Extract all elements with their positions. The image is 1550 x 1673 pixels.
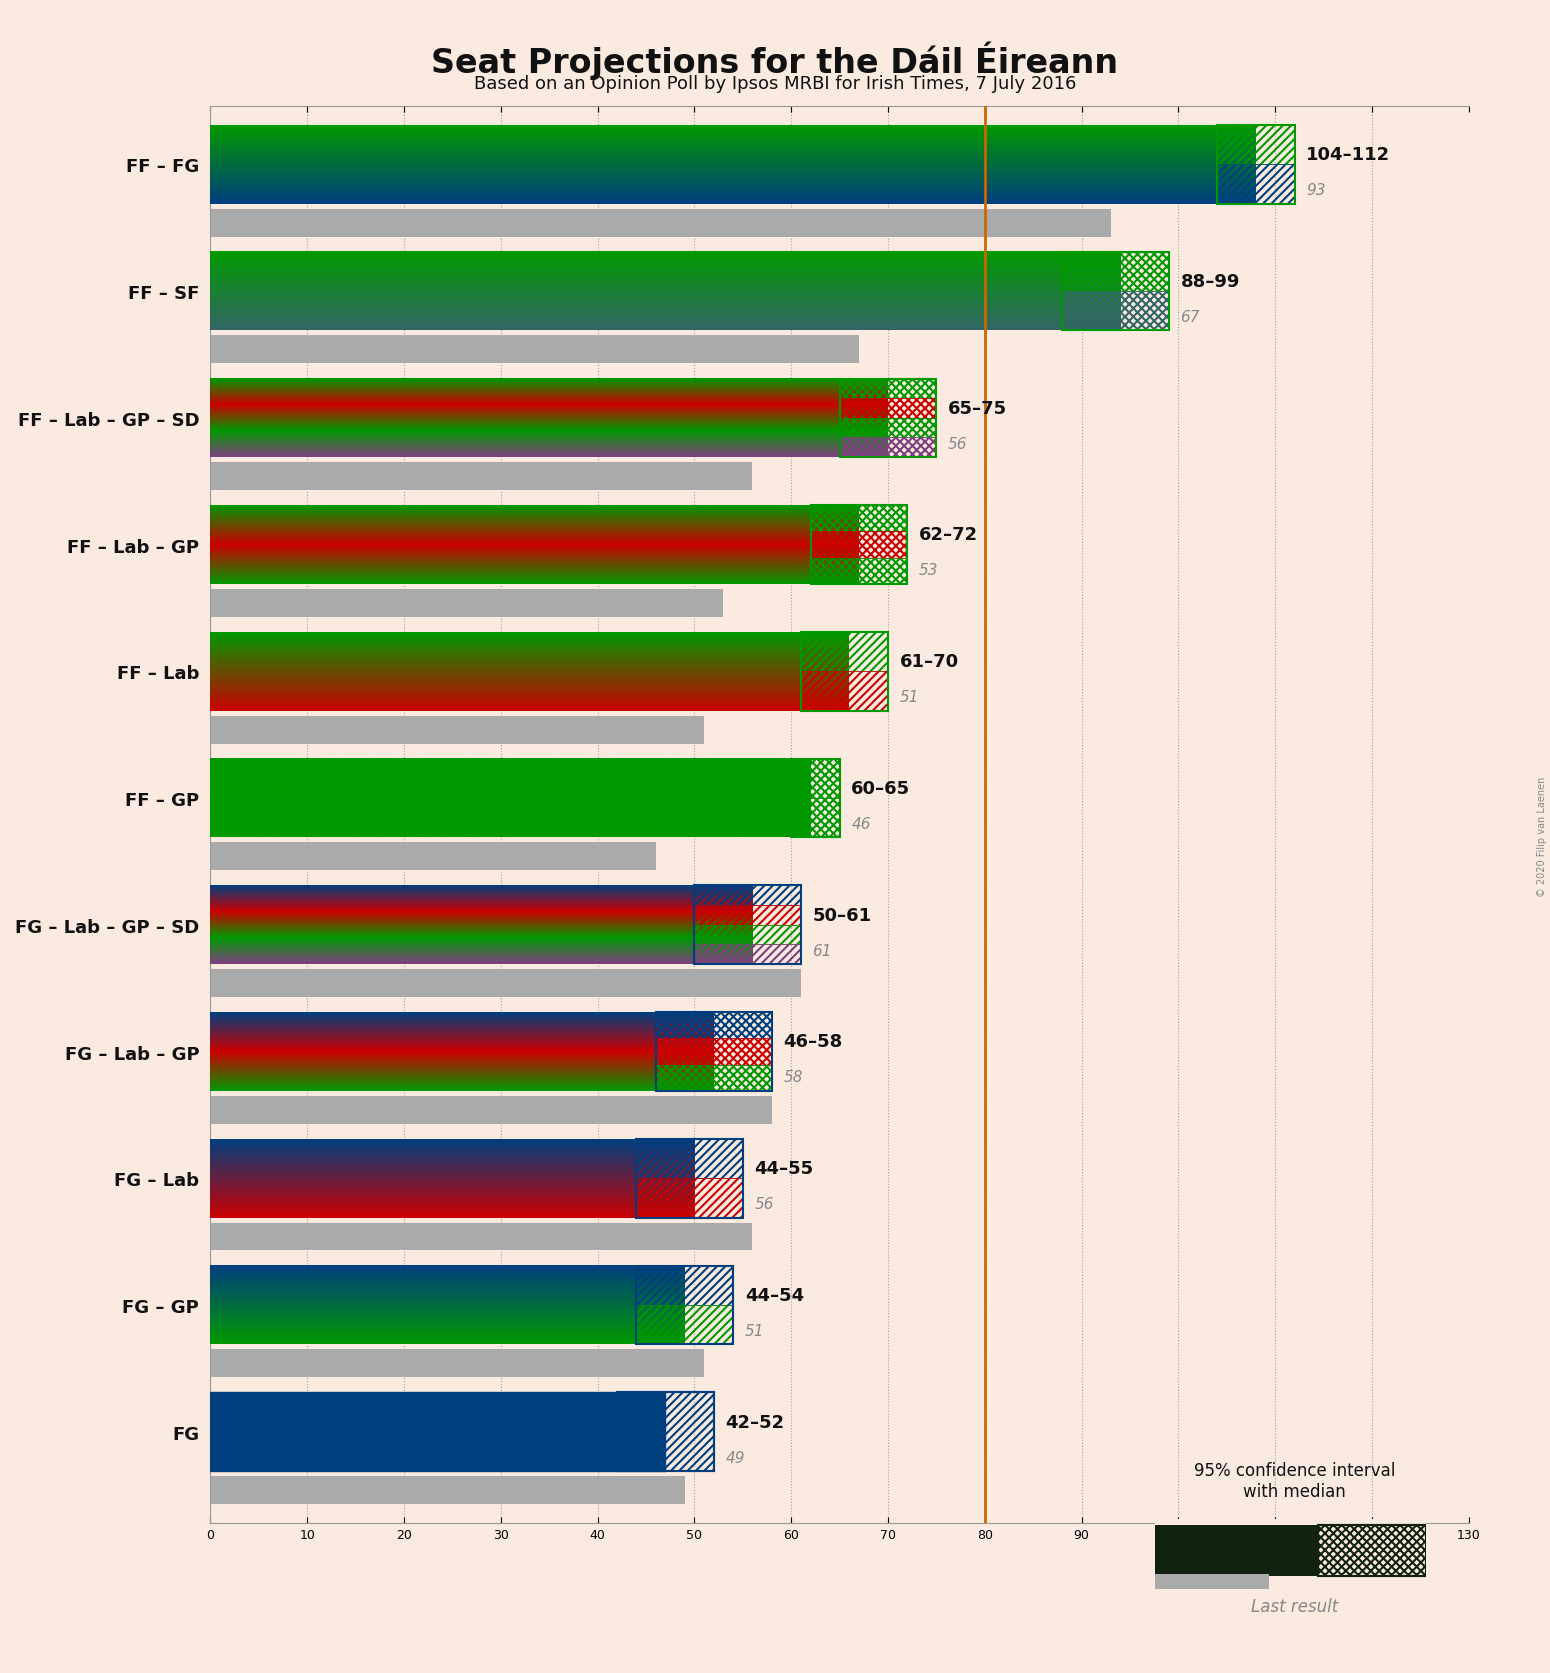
Text: Seat Projections for the Dáil Éireann: Seat Projections for the Dáil Éireann [431,42,1119,80]
Text: Last result: Last result [1251,1598,1338,1614]
Text: © 2020 Filip van Laenen: © 2020 Filip van Laenen [1538,776,1547,897]
Text: 50–61: 50–61 [812,907,871,923]
Text: 44–54: 44–54 [744,1287,804,1303]
Text: 49: 49 [725,1450,746,1464]
Text: Based on an Opinion Poll by Ipsos MRBI for Irish Times, 7 July 2016: Based on an Opinion Poll by Ipsos MRBI f… [474,75,1076,94]
Bar [211,209,1111,238]
Bar [694,887,801,964]
Text: 95% confidence interval
with median: 95% confidence interval with median [1194,1461,1395,1501]
Bar [211,1392,665,1471]
Bar [840,380,936,398]
Bar [637,1305,733,1345]
Bar [801,632,888,673]
Text: 61–70: 61–70 [899,652,959,671]
Bar [694,945,801,964]
Bar [1318,1526,1426,1576]
Bar [1062,253,1169,331]
Bar [211,843,656,870]
Bar [811,559,907,584]
Bar [637,1266,733,1345]
Bar [211,463,752,490]
Text: 42–52: 42–52 [725,1412,784,1430]
Bar [811,505,907,532]
Bar [1062,291,1169,331]
Bar [694,925,801,945]
Bar [801,673,888,711]
Bar [801,632,888,711]
Text: 56: 56 [755,1196,773,1211]
Bar [840,380,936,458]
Text: 60–65: 60–65 [851,780,910,798]
Bar [790,798,840,838]
Bar [840,418,936,438]
Bar [1062,253,1169,291]
Bar [211,336,859,365]
Bar [840,398,936,418]
Text: 65–75: 65–75 [949,400,1008,418]
Bar [211,716,704,744]
Bar [637,1178,742,1218]
Bar [811,532,907,559]
Bar [1155,1526,1318,1576]
Bar [790,760,840,798]
Text: 88–99: 88–99 [1181,273,1240,291]
Bar [811,505,907,584]
Text: 104–112: 104–112 [1307,146,1390,164]
Text: 51: 51 [899,689,919,704]
Text: 93: 93 [1307,182,1325,197]
Bar [656,1066,772,1091]
Bar [617,1392,713,1471]
Bar [840,438,936,458]
Text: 53: 53 [919,564,938,579]
Bar [656,1012,772,1091]
Bar [211,589,724,617]
Bar [1217,125,1294,166]
Bar [790,760,840,838]
Text: 44–55: 44–55 [755,1159,814,1178]
Text: 62–72: 62–72 [919,525,978,544]
Text: 46: 46 [851,816,871,831]
Bar [694,905,801,925]
Bar [1318,1526,1426,1576]
Bar [211,1096,772,1124]
Text: 61: 61 [812,944,832,959]
Bar [211,1476,685,1504]
Text: 51: 51 [744,1323,764,1338]
Bar [1155,1574,1268,1594]
Text: 56: 56 [949,437,967,452]
Bar [1217,125,1294,204]
Bar [211,970,801,997]
Text: 46–58: 46–58 [783,1032,843,1051]
Bar [617,1392,713,1471]
Bar [211,1223,752,1251]
Bar [211,1350,704,1377]
Text: 67: 67 [1181,310,1200,325]
Bar [1217,166,1294,204]
Bar [637,1139,742,1178]
Bar [694,887,801,905]
Text: 58: 58 [783,1069,803,1084]
Bar [656,1012,772,1039]
Bar [656,1039,772,1066]
Bar [637,1139,742,1218]
Bar [637,1266,733,1305]
